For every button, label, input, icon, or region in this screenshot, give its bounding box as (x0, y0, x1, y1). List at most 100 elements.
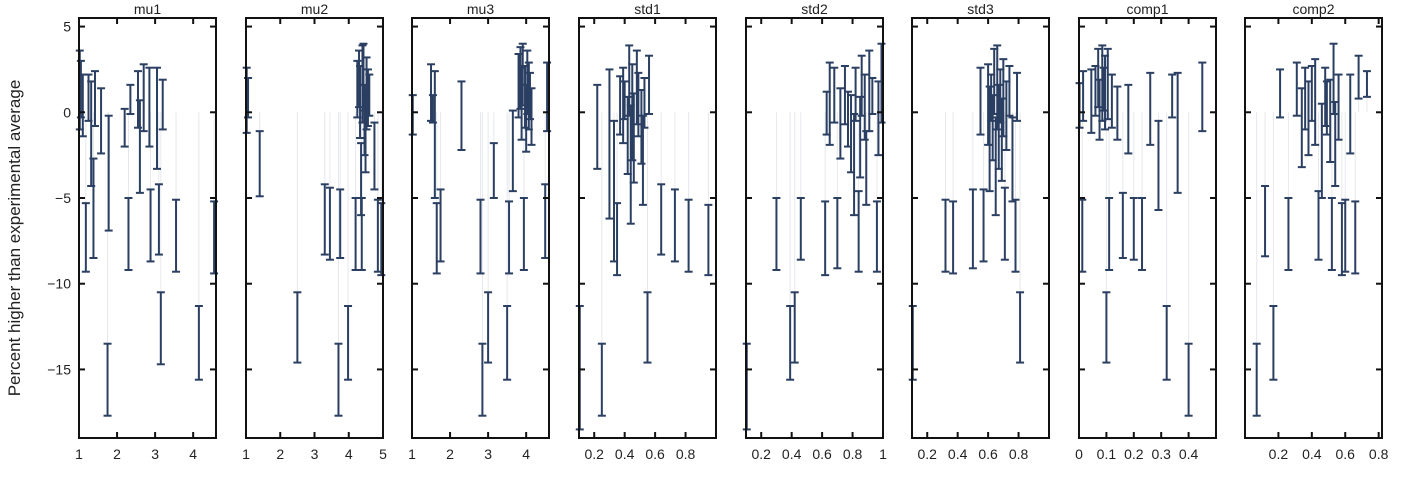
error-bar (527, 87, 536, 146)
x-tick-label: 0.2 (584, 446, 604, 462)
error-bar (1105, 197, 1114, 271)
panel-frame (911, 17, 1050, 439)
error-bar (825, 61, 834, 146)
x-tick-label: 0.8 (843, 446, 863, 462)
error-bar (684, 198, 693, 273)
error-bar (484, 291, 493, 364)
error-bar (1276, 68, 1285, 119)
x-tick-label: 1 (75, 446, 83, 462)
x-tick-label: 0.6 (812, 446, 832, 462)
error-bar (154, 183, 163, 256)
x-tick-label: 0 (1075, 446, 1083, 462)
error-bar (370, 121, 379, 191)
x-tick-label: 0.4 (782, 446, 802, 462)
error-bar (830, 66, 839, 124)
error-bar (1102, 291, 1111, 364)
error-bar (344, 305, 353, 381)
error-bar (704, 203, 713, 277)
error-bar (457, 80, 466, 151)
error-bar (640, 77, 649, 129)
x-tick-label: 0.1 (1097, 446, 1117, 462)
error-bar (597, 342, 606, 417)
error-bar (1184, 342, 1193, 417)
error-bar (872, 200, 881, 273)
x-tick-label: 0.4 (1179, 446, 1199, 462)
error-bar (146, 188, 155, 263)
x-tick-label: 0.2 (1269, 446, 1289, 462)
error-bar (519, 197, 528, 271)
error-bar (1154, 119, 1163, 211)
error-bar (638, 114, 647, 206)
panel-title: comp2 (1292, 1, 1334, 17)
x-tick-label: 0.4 (1302, 446, 1322, 462)
error-bar (949, 200, 958, 275)
error-bar (505, 200, 514, 275)
error-bar (984, 63, 993, 146)
error-bar (821, 200, 830, 277)
x-tick-label: 2 (276, 446, 284, 462)
error-bar (1284, 197, 1293, 271)
panel-frame (78, 17, 217, 439)
error-bar (643, 291, 652, 364)
error-bar (334, 342, 343, 417)
panel-frame (411, 17, 550, 439)
error-bar (1124, 83, 1133, 155)
error-bar (997, 97, 1006, 182)
error-bar (503, 305, 512, 381)
error-bar (1162, 305, 1171, 381)
x-tick-label: 2 (113, 446, 121, 462)
x-tick-label: 0.6 (978, 446, 998, 462)
error-bar (194, 305, 203, 381)
error-bar (1198, 61, 1207, 133)
error-bar (657, 183, 666, 256)
x-tick-label: 0.4 (615, 446, 635, 462)
error-bar (126, 83, 135, 115)
x-tick-label: 4 (522, 446, 530, 462)
x-tick-label: 0.3 (1151, 446, 1171, 462)
error-bar (1138, 197, 1147, 271)
error-bar (351, 197, 360, 271)
error-bar (1334, 73, 1343, 141)
x-tick-label: 0.6 (645, 446, 665, 462)
error-bar (1087, 68, 1096, 134)
error-bar (619, 66, 628, 145)
error-bar (153, 66, 162, 170)
error-bar (1311, 58, 1320, 146)
error-bar (120, 107, 129, 148)
x-tick-label: 1 (408, 446, 416, 462)
error-bar (81, 202, 90, 273)
error-bar (89, 157, 98, 259)
y-tick-label: 0 (63, 104, 71, 120)
error-bar (476, 198, 485, 275)
error-bar (124, 197, 133, 271)
error-bar (525, 71, 534, 121)
error-bar (851, 66, 860, 122)
y-tick-label: −5 (55, 190, 71, 206)
y-tick-label: −10 (47, 276, 71, 292)
error-bar (790, 291, 799, 364)
x-tick-label: 4 (189, 446, 197, 462)
error-bar (430, 70, 439, 199)
error-bar (628, 63, 637, 162)
error-bar (135, 99, 144, 194)
y-tick-label: 5 (63, 19, 71, 35)
x-tick-label: 5 (379, 446, 387, 462)
error-bar (632, 49, 641, 126)
panel-title: comp1 (1126, 1, 1168, 17)
error-bar (293, 291, 302, 364)
panel-title: mu3 (467, 1, 494, 17)
error-bar (613, 202, 622, 277)
error-bar (1013, 71, 1022, 122)
x-tick-label: 1 (879, 446, 887, 462)
error-bar (854, 190, 863, 273)
x-tick-label: 0.2 (917, 446, 937, 462)
error-bar (833, 197, 842, 270)
error-bar (968, 188, 977, 270)
error-bar (1103, 47, 1112, 121)
x-tick-label: 3 (484, 446, 492, 462)
error-bar (1252, 342, 1261, 417)
error-bar (320, 183, 329, 256)
error-bar (1354, 54, 1363, 100)
y-tick-label: −15 (47, 361, 71, 377)
